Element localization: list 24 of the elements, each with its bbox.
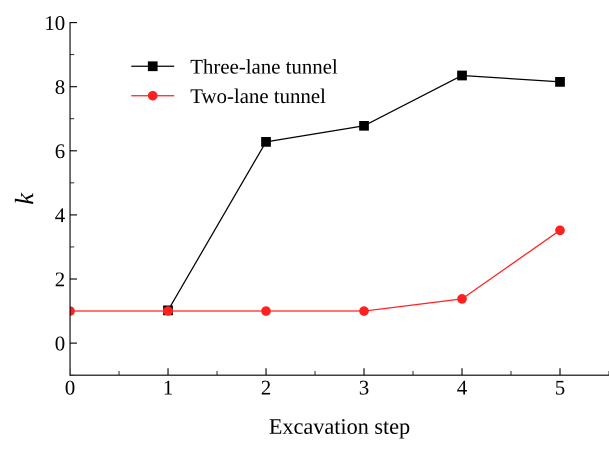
- point: [359, 120, 369, 131]
- legend-label: Two-lane tunnel: [190, 88, 326, 104]
- y-tick-label: 4: [55, 208, 65, 222]
- point: [261, 136, 271, 147]
- point: [457, 294, 467, 304]
- point: [261, 306, 271, 316]
- legend-label: Three-lane tunnel: [190, 59, 338, 74]
- y-axis-title: k: [14, 192, 34, 204]
- x-axis-title: Excavation step: [270, 419, 410, 439]
- x-tick-label: 0: [66, 380, 74, 395]
- x-tick-label: 3: [360, 380, 368, 395]
- x-tick-label: 5: [556, 380, 564, 395]
- x-tick-label: 4: [457, 380, 467, 394]
- y-tick-label: 2: [56, 272, 64, 286]
- point: [457, 70, 467, 80]
- y-tick-label: 8: [56, 80, 64, 94]
- point: [555, 77, 565, 87]
- y-tick-label: 6: [56, 144, 65, 158]
- x-tick-label: 2: [262, 380, 270, 394]
- point: [359, 306, 369, 316]
- y-tick-label: 0: [56, 336, 64, 351]
- point: [555, 225, 565, 236]
- x-tick-label: 1: [164, 380, 172, 394]
- y-tick-label: 10: [46, 16, 64, 30]
